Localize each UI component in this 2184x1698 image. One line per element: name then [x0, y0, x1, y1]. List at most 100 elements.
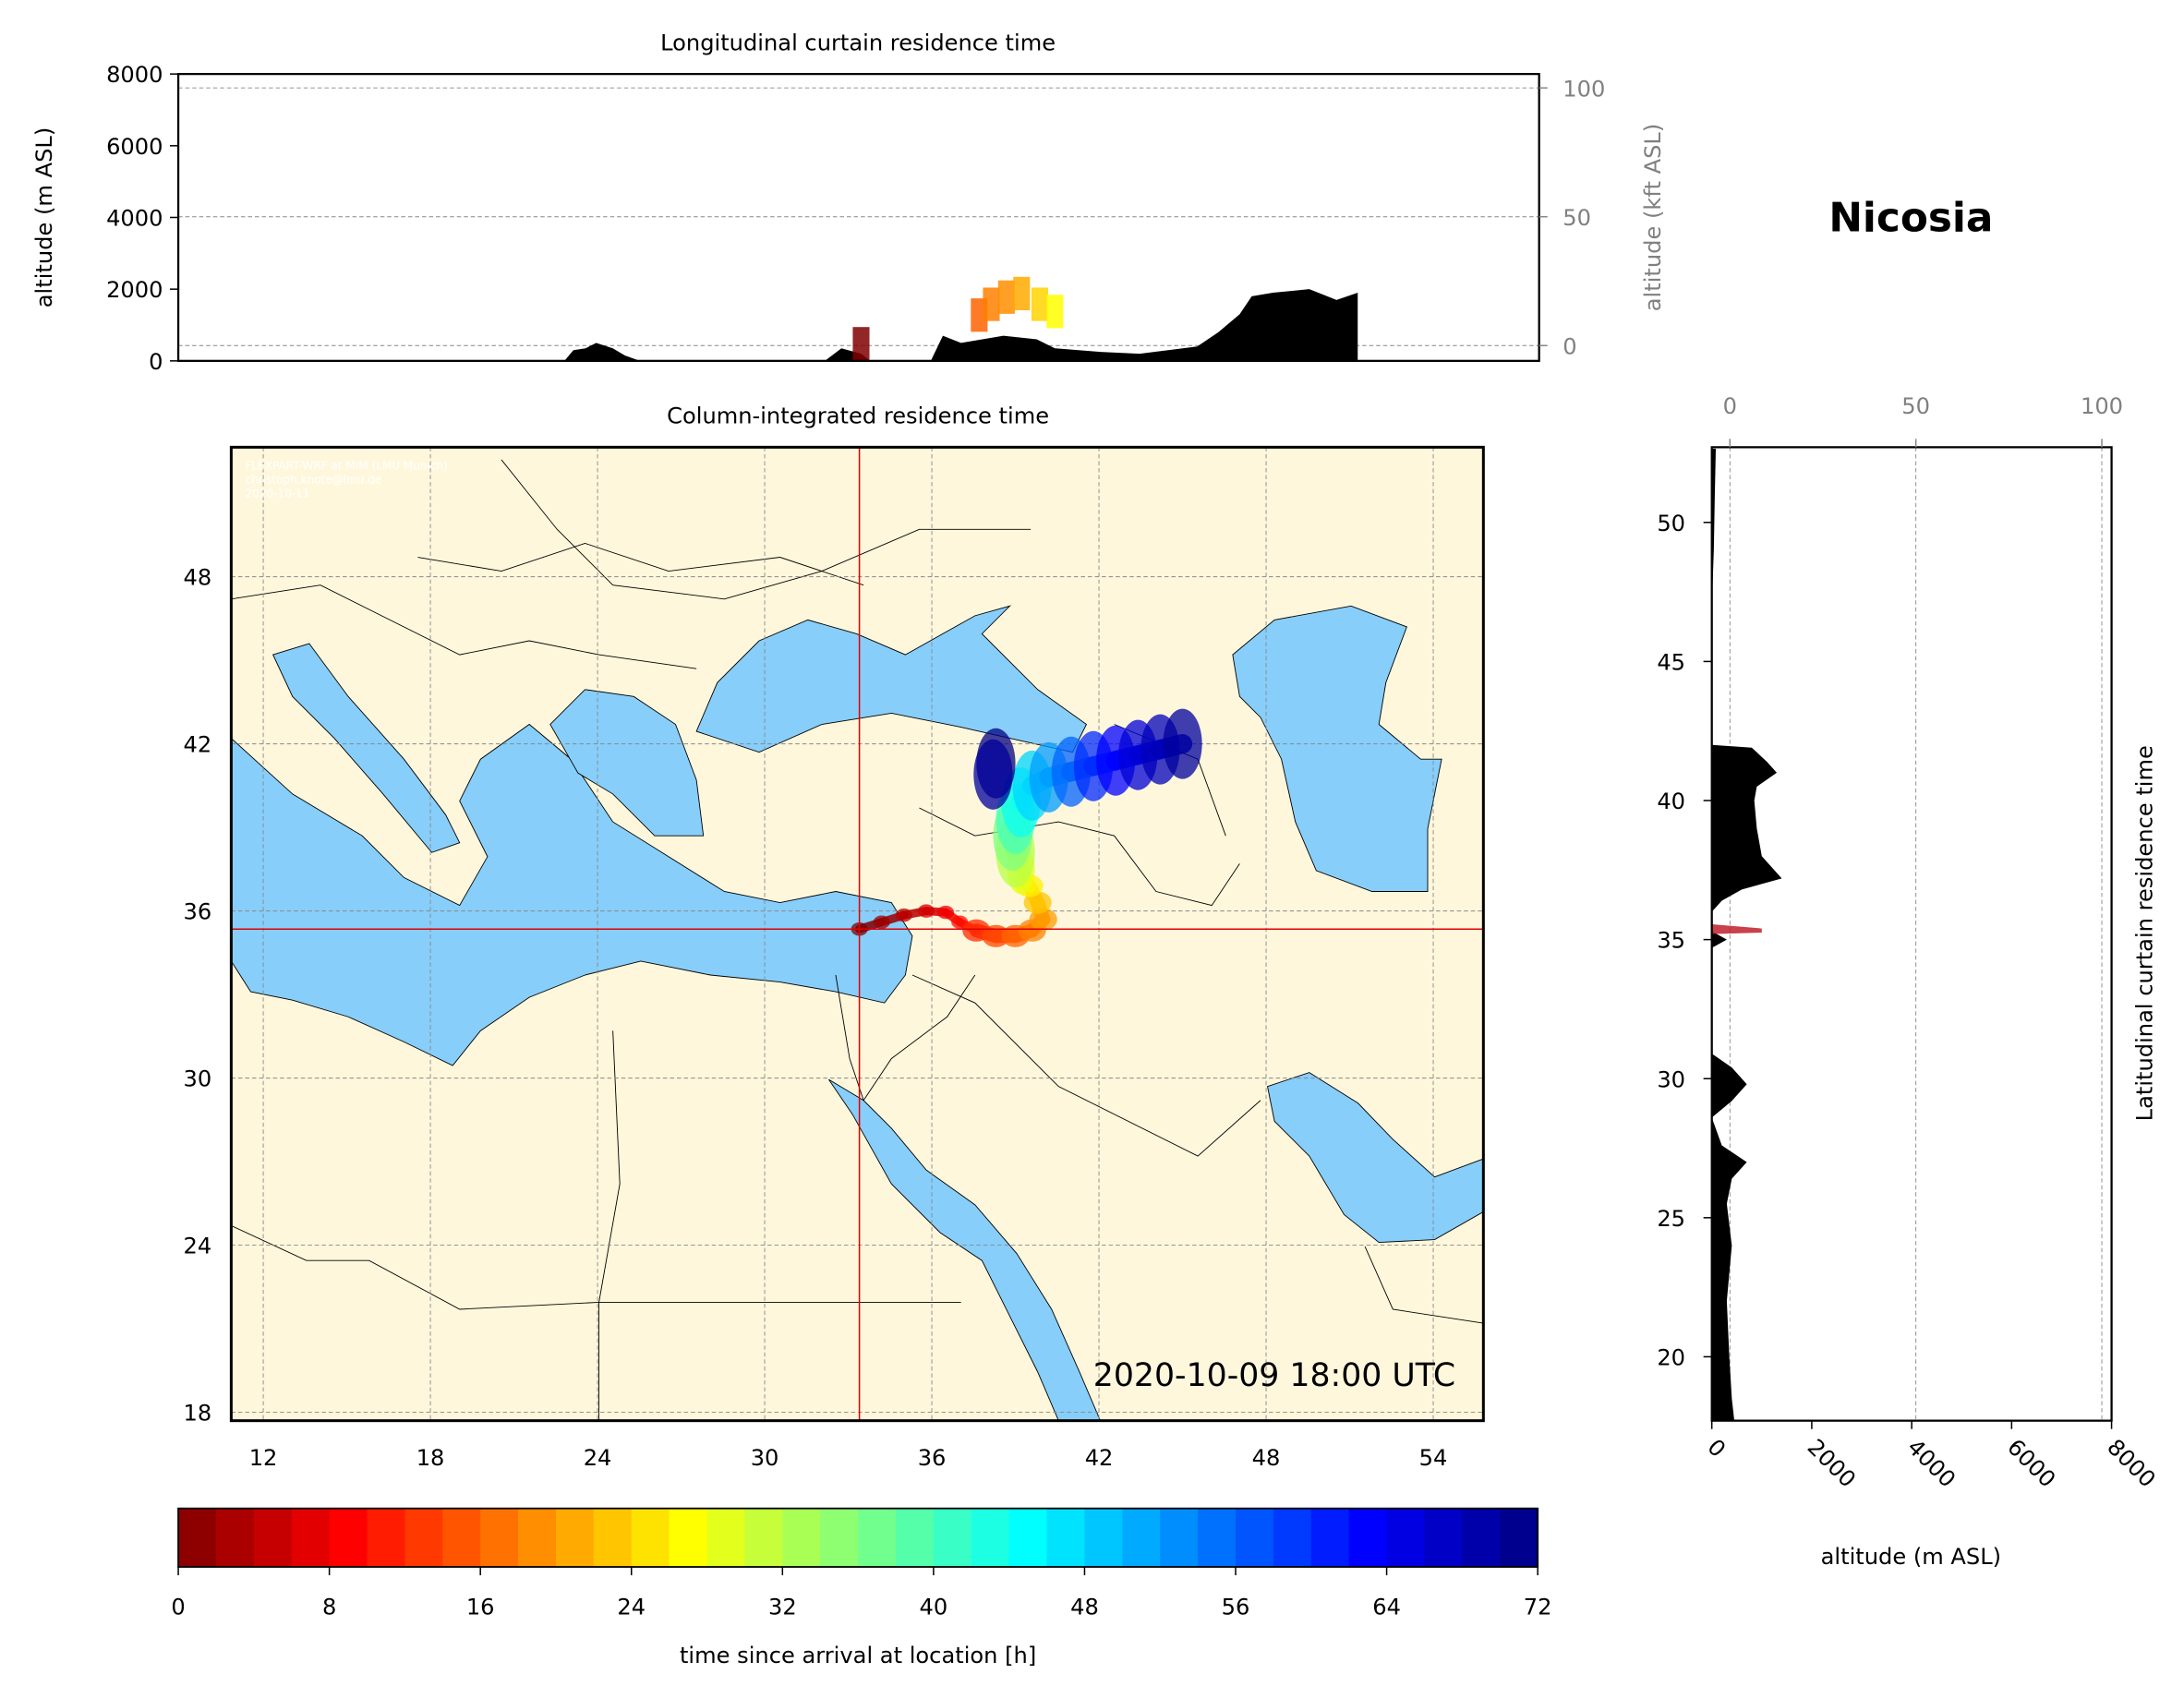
colorbar-band: [820, 1508, 859, 1568]
top-plume-cell: [983, 287, 1000, 321]
top-plume-cell: [1013, 276, 1031, 311]
map-lon-tick-label: 36: [918, 1445, 947, 1471]
top-y-tick-label: 4000: [106, 206, 163, 232]
colorbar-band: [706, 1508, 746, 1568]
right-y-tick-label: 25: [1657, 1206, 1685, 1232]
top-y-tick-label: 8000: [106, 62, 163, 88]
right-panel-title: Latitudinal curtain residence time: [2131, 745, 2157, 1121]
receptor-crosshair: [231, 447, 1484, 1421]
timestamp: 2020-10-09 18:00 UTC: [1093, 1357, 1455, 1394]
top-y-tick-label: 6000: [106, 134, 163, 160]
colorbar-band: [1424, 1508, 1464, 1568]
colorbar-tick-label: 16: [466, 1594, 495, 1620]
colorbar-band: [1198, 1508, 1237, 1568]
colorbar-band: [1046, 1508, 1086, 1568]
colorbar-band: [1386, 1508, 1426, 1568]
top-y-tick-label: 0: [149, 349, 163, 375]
map-title: Column-integrated residence time: [667, 403, 1049, 429]
colorbar-tick-label: 64: [1372, 1594, 1401, 1620]
right-plume-cell: [1711, 924, 1762, 934]
top-terrain-profile: [564, 289, 1358, 361]
colorbar-band: [1122, 1508, 1161, 1568]
colorbar-band: [367, 1508, 406, 1568]
colorbar-tick-label: 0: [171, 1594, 185, 1620]
top-right-tick-label: 50: [1563, 205, 1591, 231]
colorbar-band: [744, 1508, 784, 1568]
plume-footprint: [851, 708, 1202, 947]
colorbar-label: time since arrival at location [h]: [680, 1643, 1036, 1668]
right-y-tick-label: 35: [1657, 928, 1685, 954]
colorbar-band: [404, 1508, 444, 1568]
top-y-tick-label: 2000: [106, 277, 163, 303]
persian-gulf: [1267, 1072, 1484, 1244]
colorbar-band: [291, 1508, 331, 1568]
map-lat-tick-label: 24: [184, 1234, 212, 1259]
colorbar-band: [480, 1508, 519, 1568]
top-y-label: altitude (m ASL): [31, 127, 57, 307]
colorbar-band: [782, 1508, 821, 1568]
mediterranean-sea: [231, 723, 913, 1066]
map-lon-tick-label: 12: [249, 1445, 278, 1471]
plume-point: [1163, 708, 1202, 779]
right-y-tick-label: 50: [1657, 511, 1685, 536]
colorbar-band: [933, 1508, 972, 1568]
colorbar-tick-label: 24: [617, 1594, 646, 1620]
station-title: Nicosia: [1828, 195, 1993, 242]
colorbar-band: [1236, 1508, 1274, 1568]
colorbar: 0 8 16 24 32 40 48 56 64 72 time since arrival at…: [171, 1507, 1552, 1668]
colorbar-band: [1008, 1508, 1048, 1568]
top-panel-title: Longitudinal curtain residence time: [660, 30, 1056, 55]
map-lon-tick-label: 54: [1419, 1445, 1448, 1471]
longitudinal-curtain-panel: Longitudinal curtain residence time 0 200…: [31, 30, 1666, 374]
colorbar-band: [593, 1508, 633, 1568]
right-y-tick-label: 45: [1657, 649, 1685, 675]
right-y-tick-label: 20: [1657, 1344, 1685, 1370]
right-panel-frame: [1710, 446, 2113, 1422]
red-sea: [828, 1078, 1102, 1421]
colorbar-band: [1084, 1508, 1124, 1568]
colorbar-band: [518, 1508, 557, 1568]
black-sea: [695, 605, 1088, 753]
colorbar-band: [1348, 1508, 1388, 1568]
credit-line: 2020-10-11: [245, 488, 309, 500]
top-y-label-right: altitude (kft ASL): [1640, 124, 1666, 311]
colorbar-band: [253, 1508, 293, 1568]
colorbar-band: [631, 1508, 670, 1568]
colorbar-band: [1500, 1508, 1538, 1568]
colorbar-tick-label: 72: [1524, 1594, 1552, 1620]
adriatic-sea: [271, 643, 461, 853]
map-panel: Column-integrated residence time: [184, 403, 1485, 1471]
colorbar-band: [1310, 1508, 1350, 1568]
credit-line: FLEXPART-WRF at MIM (LMU Munich): [245, 459, 447, 472]
colorbar-tick-label: 32: [768, 1594, 797, 1620]
map-lat-tick-label: 36: [184, 899, 212, 925]
right-top-tick-label: 0: [1723, 393, 1737, 419]
right-y-tick-label: 30: [1657, 1066, 1685, 1092]
top-plume-cell: [852, 327, 870, 361]
right-top-tick-label: 50: [1901, 393, 1930, 419]
credit-line: christoph.knote@lmu.de: [245, 474, 381, 487]
plume-point: [973, 739, 1013, 810]
colorbar-frame: [177, 1507, 1539, 1568]
map-lat-tick-label: 30: [184, 1066, 212, 1092]
map-lon-tick-label: 18: [416, 1445, 445, 1471]
top-plume-cell: [1046, 295, 1064, 329]
right-top-tick-label: 100: [2081, 393, 2123, 419]
colorbar-tick-label: 8: [322, 1594, 336, 1620]
right-y-tick-label: 40: [1657, 789, 1685, 814]
aegean-sea: [549, 689, 705, 837]
colorbar-band: [971, 1508, 1010, 1568]
top-right-tick-label: 100: [1563, 76, 1605, 102]
colorbar-band: [178, 1508, 217, 1568]
seas: [231, 605, 1484, 1421]
colorbar-band: [895, 1508, 935, 1568]
map-lon-tick-label: 30: [751, 1445, 779, 1471]
map-lat-tick-label: 48: [184, 565, 212, 591]
colorbar-band: [1160, 1508, 1199, 1568]
colorbar-band: [1273, 1508, 1312, 1568]
colorbar-band: [329, 1508, 368, 1568]
top-plume-cell: [997, 280, 1015, 314]
colorbar-tick-label: 48: [1070, 1594, 1099, 1620]
